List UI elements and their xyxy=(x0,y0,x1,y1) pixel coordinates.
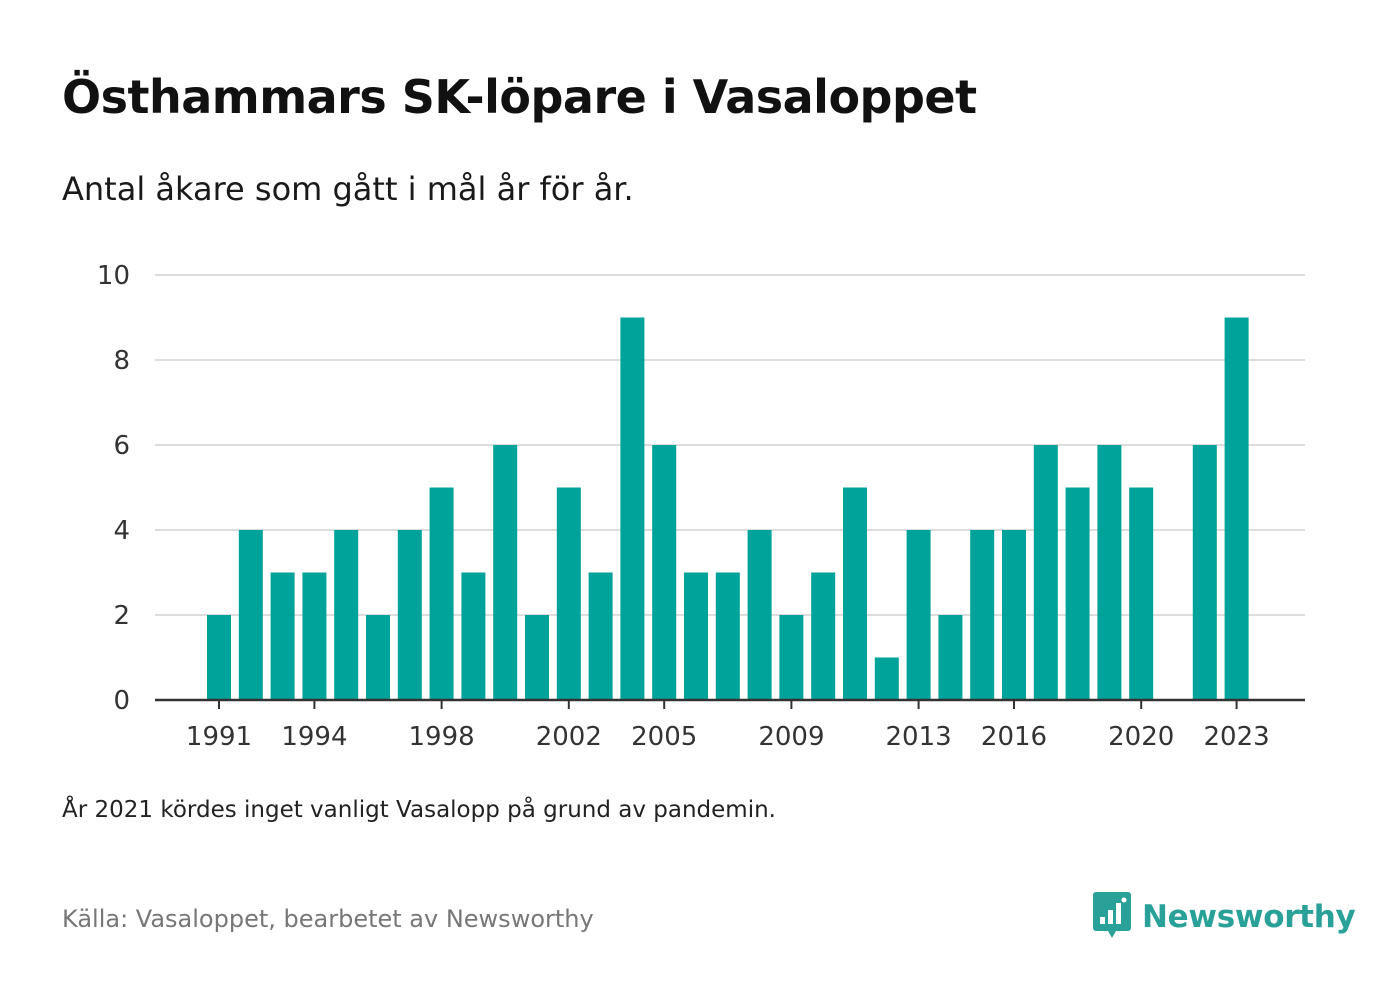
chart-title: Östhammars SK-löpare i Vasaloppet xyxy=(62,70,977,124)
brand-logo[interactable]: Newsworthy xyxy=(1092,890,1356,944)
bar-1998 xyxy=(429,487,454,700)
newsworthy-logo-icon xyxy=(1092,890,1132,944)
bar-2009 xyxy=(779,615,804,700)
bar-2015 xyxy=(970,530,995,700)
y-tick-label-4: 4 xyxy=(113,516,130,546)
footnote: År 2021 kördes inget vanligt Vasalopp på… xyxy=(62,797,776,823)
bar-1992 xyxy=(238,530,263,700)
bar-chart: 0 2 4 6 8 10 1991 1994 1998 2002 2005 2009 2013 2016 2… xyxy=(97,261,1305,752)
bar-2012 xyxy=(874,657,899,700)
bar-1994 xyxy=(302,572,327,700)
bar-1997 xyxy=(397,530,422,700)
bar-2022 xyxy=(1192,445,1217,700)
bar-1996 xyxy=(366,615,390,700)
x-tick-label-2016: 2016 xyxy=(981,722,1047,752)
x-tick-label-1998: 1998 xyxy=(409,722,475,752)
source-credit: Källa: Vasaloppet, bearbetet av Newswort… xyxy=(62,905,594,933)
y-tick-label-2: 2 xyxy=(113,601,130,631)
y-tick-label-6: 6 xyxy=(113,431,130,461)
bar-2005 xyxy=(652,445,677,700)
bar-2004 xyxy=(620,317,645,700)
x-tick-label-1994: 1994 xyxy=(281,722,347,752)
x-tick-label-2023: 2023 xyxy=(1204,722,1270,752)
bar-2018 xyxy=(1065,487,1090,700)
bar-2001 xyxy=(525,615,549,700)
bar-2007 xyxy=(715,572,740,700)
bar-1999 xyxy=(461,572,486,700)
bar-2020 xyxy=(1129,487,1154,700)
bar-2011 xyxy=(843,487,867,700)
bar-2023 xyxy=(1224,317,1249,700)
bar-2008 xyxy=(747,530,772,700)
x-tick-label-2005: 2005 xyxy=(631,722,697,752)
bar-1991 xyxy=(207,615,231,700)
x-tick-label-2013: 2013 xyxy=(886,722,952,752)
bar-2013 xyxy=(906,530,931,700)
bar-2006 xyxy=(684,572,708,700)
bar-2003 xyxy=(588,572,613,700)
y-tick-label-8: 8 xyxy=(113,346,130,376)
bar-1995 xyxy=(334,530,359,700)
bar-2002 xyxy=(556,487,581,700)
bar-2017 xyxy=(1033,445,1058,700)
x-tick-label-1991: 1991 xyxy=(186,722,252,752)
y-tick-label-0: 0 xyxy=(113,686,130,716)
x-tick-label-2020: 2020 xyxy=(1108,722,1174,752)
bar-2016 xyxy=(1002,530,1026,700)
bar-2000 xyxy=(493,445,518,700)
x-tick-label-2002: 2002 xyxy=(536,722,602,752)
chart-subtitle: Antal åkare som gått i mål år för år. xyxy=(62,170,634,208)
bar-1993 xyxy=(270,572,295,700)
y-tick-label-10: 10 xyxy=(97,261,130,291)
bar-2014 xyxy=(938,615,963,700)
x-tick-label-2009: 2009 xyxy=(758,722,824,752)
bar-2019 xyxy=(1097,445,1122,700)
bar-2010 xyxy=(811,572,836,700)
brand-name: Newsworthy xyxy=(1142,899,1356,935)
